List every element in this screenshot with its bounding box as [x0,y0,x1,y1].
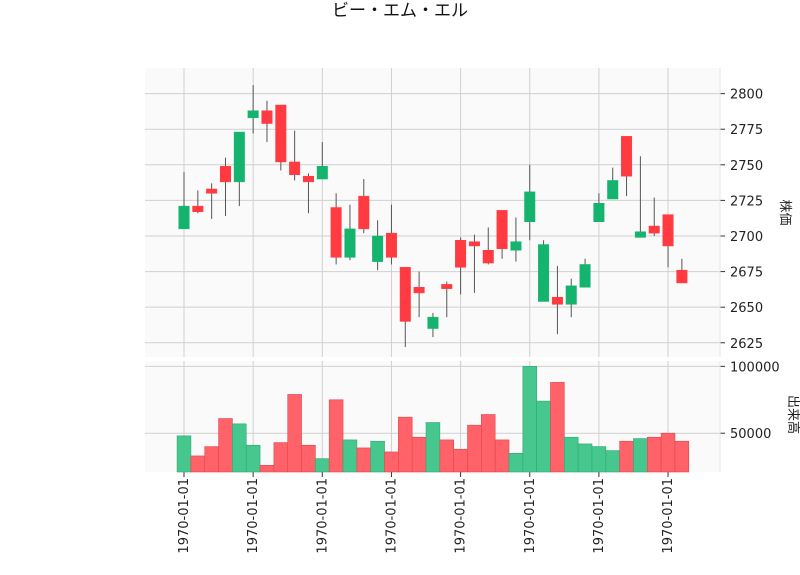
candle-body [372,235,384,262]
volume-bar [204,446,219,473]
price-tick-label: 2775 [730,123,763,138]
candle-body [621,136,633,177]
candle-body [648,225,660,234]
volume-bar [550,382,565,473]
candle-body [538,244,550,302]
price-tick-label: 2700 [730,230,763,245]
volume-bar [619,440,634,473]
candle-body [427,316,439,329]
candle-body [662,214,674,247]
candle-body [330,207,342,258]
volume-bar [439,439,454,473]
candle-body [275,104,287,163]
candle-body [261,110,273,124]
candle-body [399,267,411,322]
x-tick-label: 1970-01-01 [384,478,399,554]
candle-body [593,202,605,223]
volume-bar [660,432,676,473]
volume-bar [481,414,496,473]
price-tick-label: 2725 [730,194,763,209]
volume-bar [287,394,302,473]
price-tick-label: 2625 [730,337,763,352]
candle-body [316,165,328,180]
candle-body [441,284,453,289]
x-tick-label: 1970-01-01 [523,478,538,554]
volume-axis-label: 出来高 [785,395,800,434]
volume-bar [328,399,344,473]
x-tick-label: 1970-01-01 [454,478,469,554]
volume-bar [536,400,551,473]
candle-body [634,231,646,238]
x-tick-label: 1970-01-01 [177,478,192,554]
candle-body [302,175,314,183]
candle-body [482,249,494,264]
volume-bar [564,436,579,473]
price-tick-label: 2650 [730,301,763,316]
volume-bar [605,450,620,473]
volume-bar [301,444,316,473]
volume-bar [218,418,233,473]
volume-bar [453,448,468,473]
candle-body [247,110,259,119]
volume-bar [411,436,427,473]
candle-body [551,296,563,305]
volume-bar [245,444,261,473]
candle-body [358,195,370,230]
volume-tick-label: 100000 [730,360,780,375]
candle-body [510,241,522,251]
volume-bar [273,442,289,473]
price-panel [145,68,720,357]
candle-body [344,228,356,258]
candle-body [178,205,190,230]
volume-bar [370,440,385,473]
volume-bar [259,465,275,473]
x-tick-label: 1970-01-01 [246,478,261,554]
volume-bar [494,439,510,473]
candle-body [496,210,508,250]
chart-title: ビー・エム・エル [332,1,468,21]
candle-body [206,188,218,194]
candle-body [676,269,688,284]
x-tick-label: 1970-01-01 [592,478,607,554]
price-tick-label: 2800 [730,88,763,103]
x-tick-label: 1970-01-01 [315,478,330,554]
volume-bar [591,446,607,473]
volume-bar [508,452,524,473]
volume-bar [232,423,247,473]
candle-body [413,286,425,294]
candle-body [607,180,619,200]
candle-body [219,165,231,183]
volume-bar [384,451,399,473]
volume-bar [176,435,192,473]
candle-body [565,285,577,305]
x-tick-label: 1970-01-01 [661,478,676,554]
price-tick-label: 2675 [730,266,763,281]
price-tick-label: 2750 [730,159,763,174]
volume-bar [315,458,330,473]
volume-bar [190,455,206,473]
volume-bar [577,443,593,473]
candle-body [192,205,204,213]
candle-body [385,232,397,258]
candle-body [468,241,480,247]
volume-bar [342,439,358,473]
candle-body [455,240,467,268]
volume-bar [674,440,690,473]
volume-bar [356,447,372,473]
volume-bar [425,422,441,473]
volume-bar [522,366,537,473]
candle-body [289,161,301,176]
volume-bar [633,438,648,473]
candle-body [524,191,536,223]
candle-body [579,264,591,288]
price-axis-label: 株価 [777,199,792,225]
volume-bar [647,436,662,473]
volume-bar [467,424,482,473]
volume-bar [398,416,413,473]
volume-tick-label: 50000 [730,427,771,442]
candle-body [233,131,245,183]
